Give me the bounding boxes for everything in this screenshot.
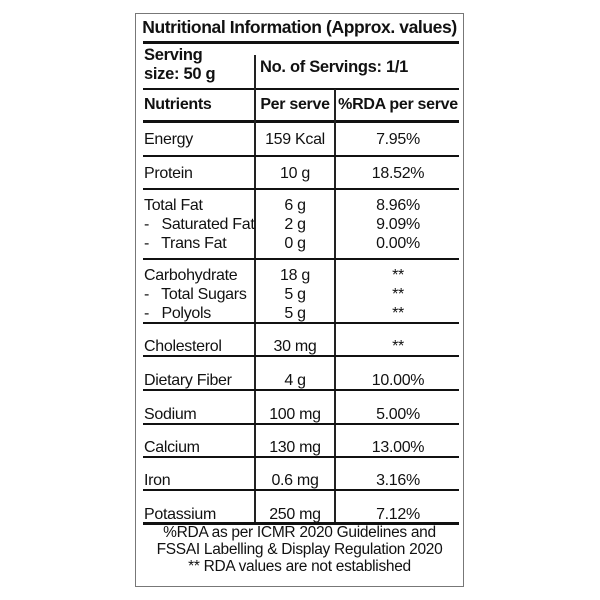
nutrient-name: Dietary Fiber bbox=[144, 372, 232, 389]
divider bbox=[143, 120, 459, 123]
nutrient-rda: ** bbox=[392, 286, 404, 303]
row-divider bbox=[143, 355, 459, 357]
nutrient-per-serve: 5 g bbox=[284, 286, 306, 303]
header-nutrients: Nutrients bbox=[144, 96, 212, 113]
row-divider bbox=[143, 188, 459, 190]
nutrient-name: - Saturated Fat bbox=[144, 216, 255, 233]
nutrient-name: - Trans Fat bbox=[144, 235, 227, 252]
nutrient-name: Iron bbox=[144, 472, 171, 489]
nutrient-name: Cholesterol bbox=[144, 338, 222, 355]
nutrient-rda: 18.52% bbox=[371, 165, 425, 182]
footnote: %RDA as per ICMR 2020 Guidelines and FSS… bbox=[136, 524, 463, 575]
nutrient-rda: ** bbox=[392, 305, 404, 322]
nutrient-per-serve: 30 mg bbox=[273, 338, 317, 355]
serving-size-line1: Serving bbox=[144, 46, 203, 64]
nutrient-name: - Polyols bbox=[144, 305, 211, 322]
footnote-line: ** RDA values are not established bbox=[188, 558, 411, 575]
nutrient-name: Energy bbox=[144, 131, 193, 148]
nutrient-per-serve: 100 mg bbox=[269, 406, 321, 423]
nutrient-per-serve: 10 g bbox=[280, 165, 310, 182]
nutrient-rda: 8.96% bbox=[376, 197, 420, 214]
servings-count: No. of Servings: 1/1 bbox=[260, 58, 409, 76]
nutrient-rda: 7.12% bbox=[376, 506, 420, 523]
nutrient-per-serve: 0.6 mg bbox=[271, 472, 319, 489]
nutrient-name: Carbohydrate bbox=[144, 267, 238, 284]
divider bbox=[143, 522, 459, 525]
nutrient-name: Sodium bbox=[144, 406, 197, 423]
column-divider bbox=[334, 89, 336, 522]
nutrient-per-serve: 159 Kcal bbox=[265, 131, 325, 148]
column-divider bbox=[254, 55, 256, 522]
nutrient-rda: 0.00% bbox=[376, 235, 420, 252]
nutrient-rda: 3.16% bbox=[376, 472, 420, 489]
header-per-serve: Per serve bbox=[260, 96, 330, 113]
nutrient-rda: 9.09% bbox=[376, 216, 420, 233]
header-rda: %RDA per serve bbox=[338, 96, 458, 113]
row-divider bbox=[143, 456, 459, 458]
row-divider bbox=[143, 423, 459, 425]
nutrient-name: Calcium bbox=[144, 439, 200, 456]
nutrient-rda: 10.00% bbox=[371, 372, 425, 389]
nutrient-name: Protein bbox=[144, 165, 193, 182]
nutrient-rda: ** bbox=[392, 338, 404, 355]
nutrient-rda: ** bbox=[392, 267, 404, 284]
nutrient-per-serve: 2 g bbox=[284, 216, 306, 233]
footnote-line: FSSAI Labelling & Display Regulation 202… bbox=[156, 541, 443, 558]
nutrient-per-serve: 18 g bbox=[280, 267, 310, 284]
row-divider bbox=[143, 322, 459, 324]
nutrient-per-serve: 4 g bbox=[284, 372, 306, 389]
row-divider bbox=[143, 489, 459, 491]
nutrient-per-serve: 6 g bbox=[284, 197, 306, 214]
label-title: Nutritional Information (Approx. values) bbox=[142, 17, 457, 37]
nutrient-name: - Total Sugars bbox=[144, 286, 247, 303]
serving-size-line2: size: 50 g bbox=[144, 65, 216, 83]
divider bbox=[143, 41, 459, 44]
nutrient-per-serve: 0 g bbox=[284, 235, 306, 252]
row-divider bbox=[143, 389, 459, 391]
row-divider bbox=[143, 258, 459, 260]
nutrient-per-serve: 5 g bbox=[284, 305, 306, 322]
row-divider bbox=[143, 155, 459, 157]
nutrient-rda: 7.95% bbox=[376, 131, 420, 148]
nutrient-rda: 5.00% bbox=[376, 406, 420, 423]
nutrient-rda: 13.00% bbox=[371, 439, 425, 456]
nutrient-per-serve: 130 mg bbox=[269, 439, 321, 456]
footnote-line: %RDA as per ICMR 2020 Guidelines and bbox=[163, 524, 436, 541]
nutrient-name: Total Fat bbox=[144, 197, 203, 214]
nutrition-label: Nutritional Information (Approx. values)… bbox=[135, 13, 464, 587]
divider bbox=[143, 88, 459, 90]
nutrient-per-serve: 250 mg bbox=[269, 506, 321, 523]
nutrient-name: Potassium bbox=[144, 506, 216, 523]
